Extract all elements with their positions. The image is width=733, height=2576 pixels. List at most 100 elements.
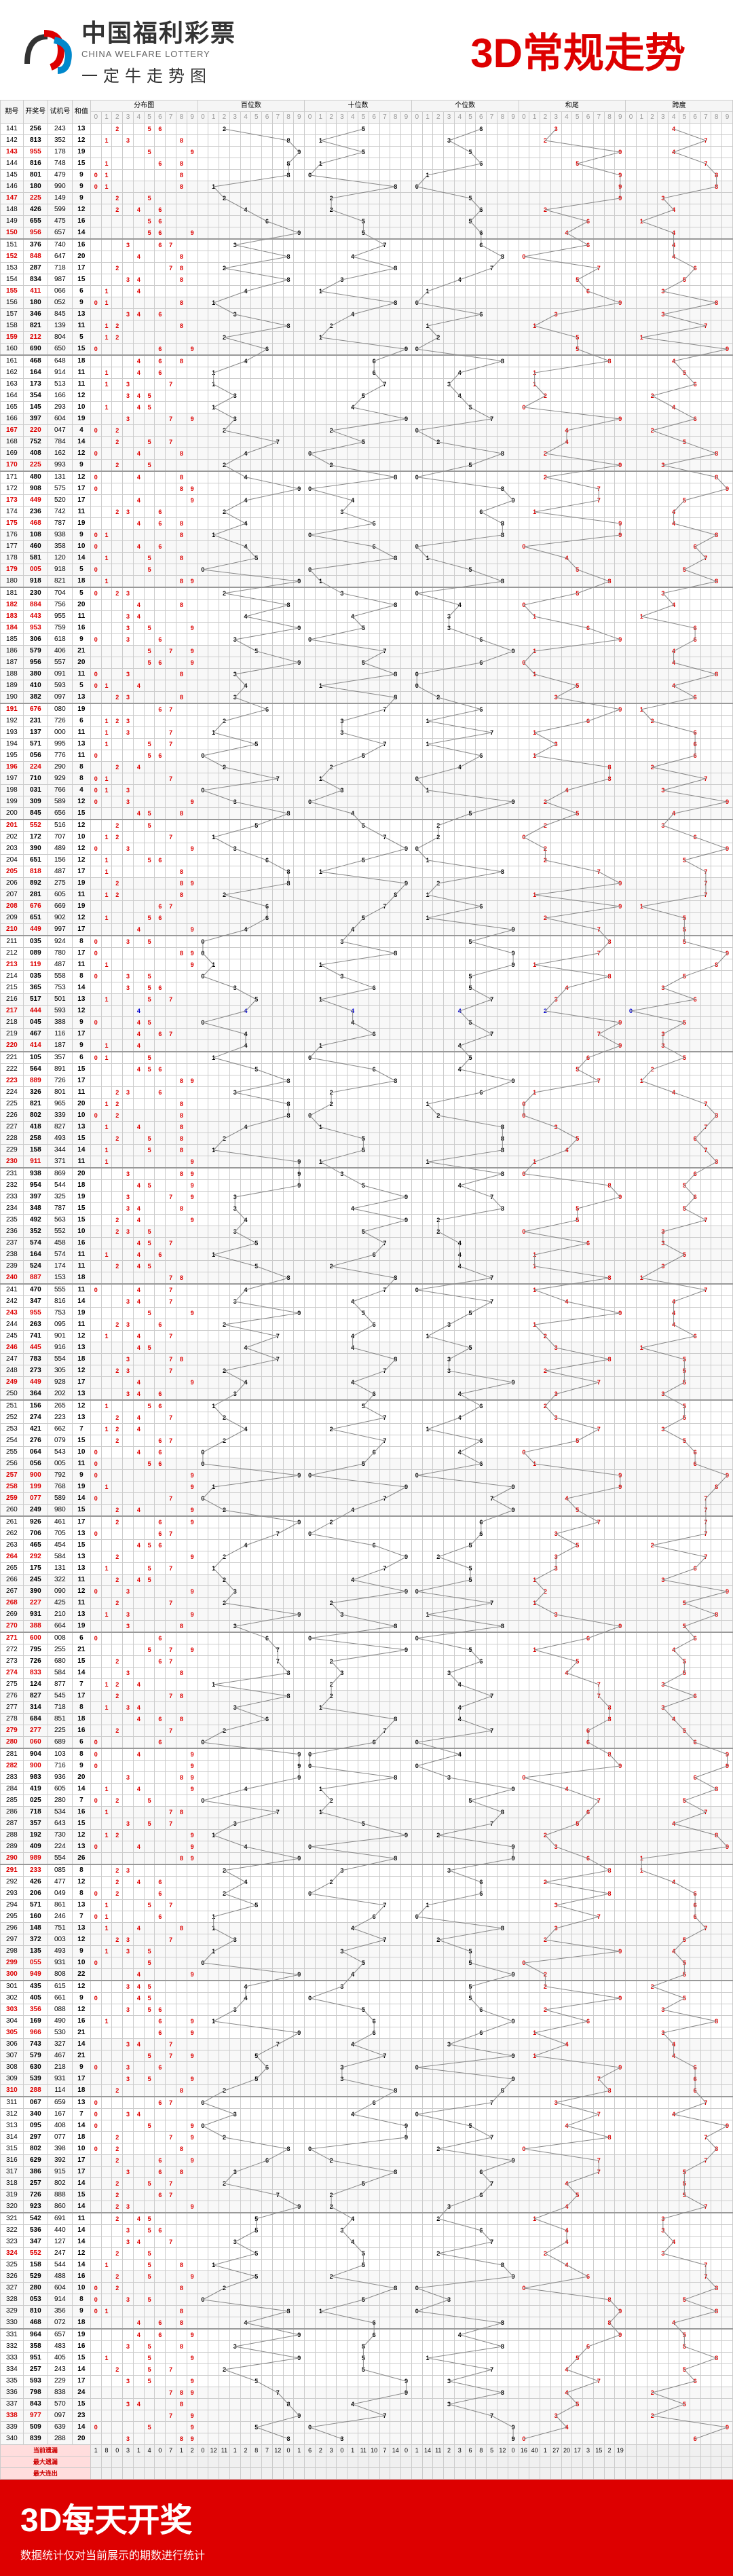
data-row: 285025280702502575 <box>1 1795 733 1807</box>
data-row: 1513767401636737664 <box>1 239 733 251</box>
data-row: 2873576431535735754 <box>1 1818 733 1830</box>
data-row: 205818487171881877 <box>1 866 733 878</box>
section-header: 十位数 <box>305 100 412 112</box>
data-row: 2881927301212919228 <box>1 1830 733 1841</box>
data-row: 145801479901880198 <box>1 170 733 181</box>
stats-row: 最大连出 <box>1 2468 733 2480</box>
data-row: 2477835541837878385 <box>1 1354 733 1365</box>
data-row: 2068922751928989297 <box>1 878 733 889</box>
data-row: 2522742231324727435 <box>1 1412 733 1424</box>
data-row: 1448167481516881657 <box>1 158 733 170</box>
data-row: 3142970771827929787 <box>1 2132 733 2143</box>
data-row: 22041418791441493 <box>1 1040 733 1052</box>
page-footer: 3D每天开奖 数据统计仅对当前展示的期数进行统计 <box>0 2480 733 2576</box>
data-row: 249449928174944975 <box>1 1377 733 1388</box>
data-row: 2096519021215665125 <box>1 913 733 924</box>
data-row: 201552516122555223 <box>1 820 733 832</box>
data-row: 192231726612323162 <box>1 716 733 727</box>
data-row: 1754687871946846894 <box>1 518 733 530</box>
data-row: 3304680721846846884 <box>1 2317 733 2330</box>
data-row: 329810356901881098 <box>1 2306 733 2317</box>
data-row: 2727952552157979514 <box>1 1644 733 1656</box>
data-row: 1879565572056995604 <box>1 657 733 669</box>
chart-title: 3D常规走势 <box>470 20 685 79</box>
data-row: 2737266801526772655 <box>1 1656 733 1668</box>
data-row: 2243268011123632614 <box>1 1087 733 1099</box>
data-row: 191676080196767691 <box>1 703 733 716</box>
data-row: 1621649141114616415 <box>1 367 733 379</box>
data-row: 156180052901818098 <box>1 297 733 309</box>
data-row: 290989554268998961 <box>1 1853 733 1865</box>
data-row: 2414705551104747017 <box>1 1284 733 1296</box>
data-row: 3014356151234543522 <box>1 1981 733 1993</box>
footer-sub: 数据统计仅对当前展示的期数进行统计 <box>20 2546 713 2562</box>
data-row: 268227425112722715 <box>1 1598 733 1609</box>
data-row: 189410593501441054 <box>1 680 733 692</box>
data-row: 17900591850500555 <box>1 564 733 576</box>
data-row: 17022599392522593 <box>1 460 733 472</box>
data-row: 214035558803503585 <box>1 971 733 982</box>
logo: 中国福利彩票 CHINA WELFARE LOTTERY 一定牛走势图 <box>20 14 236 86</box>
data-row: 14722514992522593 <box>1 193 733 204</box>
data-row: 27160000860660066 <box>1 1632 733 1644</box>
data-row: 2602499801524924957 <box>1 1505 733 1517</box>
data-row: 299055931100505505 <box>1 1957 733 1969</box>
data-row: 15921280451221251 <box>1 332 733 344</box>
data-row: 2867185341617871867 <box>1 1807 733 1818</box>
data-row: 2511562651215615625 <box>1 1400 733 1412</box>
data-row: 1774603581004646006 <box>1 541 733 553</box>
data-row: 2699312101313993138 <box>1 1609 733 1621</box>
data-row: 2343487871534834855 <box>1 1203 733 1215</box>
data-row: 1687527841425775245 <box>1 437 733 448</box>
data-row: 1412562431325625634 <box>1 124 733 135</box>
data-row: 1865794062157957914 <box>1 646 733 657</box>
data-row: 2973720031223737225 <box>1 1934 733 1946</box>
data-row: 308630218903663096 <box>1 2062 733 2074</box>
data-row: 1883800911103838018 <box>1 669 733 680</box>
data-row: 3041694901616916968 <box>1 2016 733 2027</box>
data-row: 1606906501506969059 <box>1 344 733 356</box>
data-row: 264292584132929237 <box>1 1551 733 1563</box>
data-row: 3033560881235635623 <box>1 2004 733 2016</box>
data-row: 208676669196767691 <box>1 901 733 913</box>
data-row: 2165175011315751736 <box>1 994 733 1006</box>
data-row: 258199768191919998 <box>1 1482 733 1493</box>
data-row: 2768275451727882776 <box>1 1691 733 1702</box>
data-row: 281904103804990489 <box>1 1748 733 1761</box>
data-row: 243955753195995594 <box>1 1308 733 1319</box>
data-row: 240887153187888781 <box>1 1272 733 1285</box>
data-row: 1643541661234535422 <box>1 390 733 402</box>
data-row: 259077589140707747 <box>1 1493 733 1505</box>
section-header: 和尾 <box>519 100 626 112</box>
data-row: 3130954081405909549 <box>1 2120 733 2132</box>
footer-title: 3D每天开奖 <box>20 2493 713 2541</box>
data-row: 270388664193838895 <box>1 1621 733 1633</box>
data-row: 1548349871534883455 <box>1 274 733 286</box>
data-row: 3075794672157957914 <box>1 2050 733 2062</box>
data-row: 176108938901810898 <box>1 530 733 541</box>
data-row: 3378435701534884355 <box>1 2399 733 2410</box>
data-row: 3110676591306706737 <box>1 2097 733 2109</box>
data-row: 1945719951315757136 <box>1 739 733 750</box>
data-row: 2363525521023535203 <box>1 1226 733 1238</box>
data-row: 181230704502323053 <box>1 587 733 600</box>
data-row: 246445916134544531 <box>1 1342 733 1354</box>
brand-en: CHINA WELFARE LOTTERY <box>81 49 236 59</box>
data-row: 1631735131113717316 <box>1 379 733 390</box>
data-row: 1532877181727828776 <box>1 263 733 274</box>
data-row: 3272806041002828008 <box>1 2283 733 2294</box>
data-row: 3265294881625952967 <box>1 2271 733 2283</box>
data-row: 2153657531435636543 <box>1 982 733 994</box>
data-row: 2457419011214774126 <box>1 1331 733 1342</box>
data-row: 1993095891203930929 <box>1 796 733 808</box>
data-row: 2268023391002880208 <box>1 1110 733 1122</box>
data-row: 2375744581645757463 <box>1 1238 733 1249</box>
page-header: 中国福利彩票 CHINA WELFARE LOTTERY 一定牛走势图 3D常规… <box>0 0 733 100</box>
data-row: 2046511561215665125 <box>1 855 733 866</box>
data-row: 173449520174944975 <box>1 495 733 507</box>
data-row: 2894092241304940939 <box>1 1841 733 1853</box>
data-row: 1694081621204840828 <box>1 448 733 460</box>
data-row: 3251585441415815847 <box>1 2260 733 2271</box>
data-row: 3166293921726962977 <box>1 2155 733 2167</box>
data-row: 2844196051414941948 <box>1 1784 733 1795</box>
